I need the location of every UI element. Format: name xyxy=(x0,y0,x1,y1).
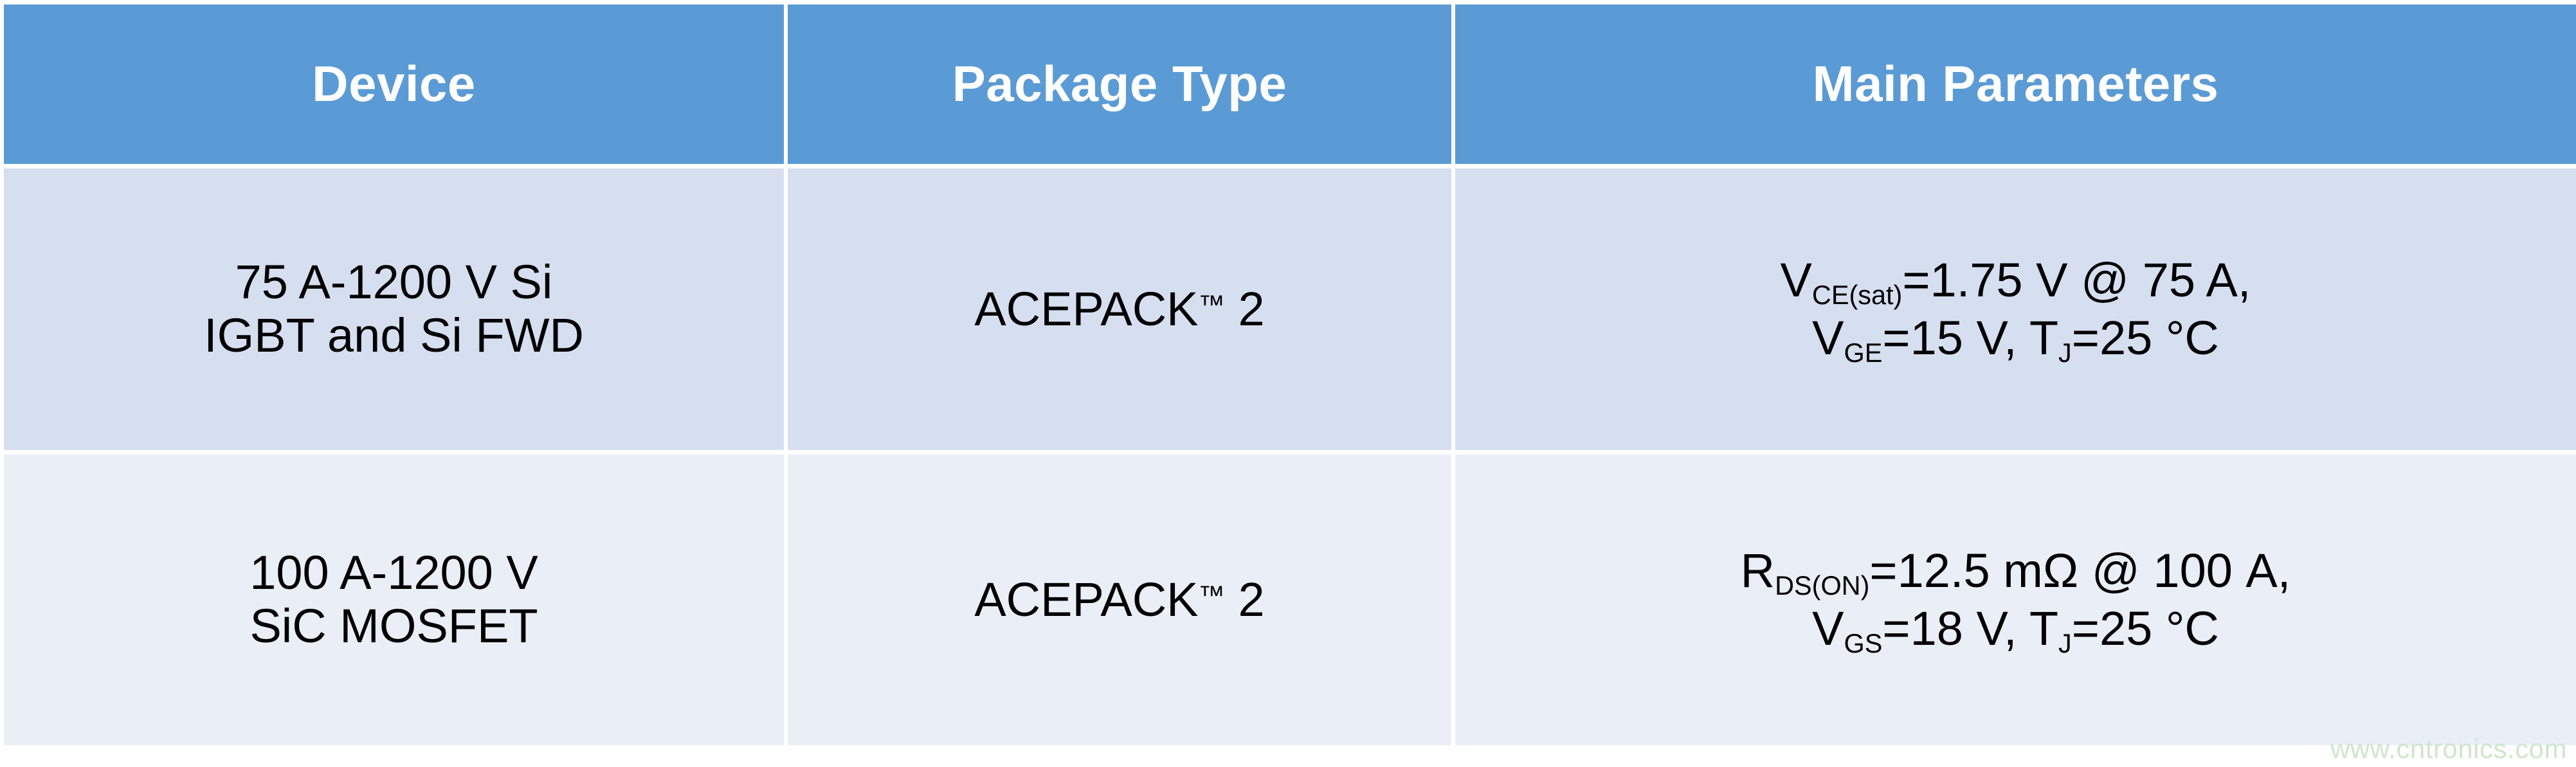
device-row2-line2: SiC MOSFET xyxy=(249,599,538,653)
package-row2-text: ACEPACK™ 2 xyxy=(799,573,1440,627)
param-row2-3-value: =25 °C xyxy=(2071,602,2219,655)
parameters-row2: RDS(ON)=12.5 mΩ @ 100 A, VGS=18 V, TJ=25… xyxy=(1455,542,2576,658)
parameter-row1-line1: VCE(sat)=1.75 V @ 75 A, xyxy=(1467,251,2564,309)
param-row1-3-symbol: T xyxy=(2029,311,2059,365)
param-row2-2-symbol: V xyxy=(1812,602,1844,655)
param-row2-1-value: =12.5 mΩ @ 100 A, xyxy=(1869,543,2291,597)
param-row2-1-subscript: DS(ON) xyxy=(1775,570,1870,601)
device-specification-table: Device Package Type Main Parameters 75 A… xyxy=(4,5,2576,745)
column-header-main-parameters: Main Parameters xyxy=(1455,5,2576,164)
parameter-row2-line2: VGS=18 V, TJ=25 °C xyxy=(1467,600,2564,658)
package-row2-name: ACEPACK xyxy=(974,572,1199,626)
param-row1-1-symbol: V xyxy=(1780,253,1812,307)
device-description-row2: 100 A-1200 V SiC MOSFET xyxy=(4,546,784,653)
table-header: Device Package Type Main Parameters xyxy=(4,5,2576,164)
parameters-row1: VCE(sat)=1.75 V @ 75 A, VGE=15 V, TJ=25 … xyxy=(1455,251,2576,368)
column-header-device: Device xyxy=(4,5,784,164)
trademark-icon: ™ xyxy=(1198,580,1225,611)
cell-device-row2: 100 A-1200 V SiC MOSFET xyxy=(4,455,784,745)
column-header-device-label: Device xyxy=(312,55,476,113)
column-header-package-type-label: Package Type xyxy=(952,55,1287,113)
package-row1-suffix: 2 xyxy=(1224,282,1265,336)
param-row2-2-value: =18 V, xyxy=(1882,602,2029,655)
param-row1-2-subscript: GE xyxy=(1844,338,1883,368)
package-row1-text: ACEPACK™ 2 xyxy=(799,282,1440,336)
param-row2-2-subscript: GS xyxy=(1844,628,1883,659)
device-row1-line2: IGBT and Si FWD xyxy=(204,309,584,362)
cell-parameters-row1: VCE(sat)=1.75 V @ 75 A, VGE=15 V, TJ=25 … xyxy=(1455,168,2576,450)
param-row1-1-subscript: CE(sat) xyxy=(1811,280,1903,311)
device-row2-line1: 100 A-1200 V xyxy=(249,546,538,600)
package-row2-suffix: 2 xyxy=(1224,572,1265,626)
cell-package-row1: ACEPACK™ 2 xyxy=(788,168,1451,450)
param-row1-1-value: =1.75 V @ 75 A, xyxy=(1902,253,2251,307)
column-header-package-type: Package Type xyxy=(788,5,1451,164)
device-row1-line1: 75 A-1200 V Si xyxy=(235,255,553,309)
device-description-row1: 75 A-1200 V Si IGBT and Si FWD xyxy=(4,255,784,363)
parameter-row2-line1: RDS(ON)=12.5 mΩ @ 100 A, xyxy=(1467,542,2564,600)
package-name-row1: ACEPACK™ 2 xyxy=(788,282,1451,336)
trademark-icon: ™ xyxy=(1198,289,1225,320)
cell-device-row1: 75 A-1200 V Si IGBT and Si FWD xyxy=(4,168,784,450)
table-row: 75 A-1200 V Si IGBT and Si FWD ACEPACK™ … xyxy=(4,168,2576,450)
parameter-row1-line2: VGE=15 V, TJ=25 °C xyxy=(1467,309,2564,367)
cell-package-row2: ACEPACK™ 2 xyxy=(788,455,1451,745)
param-row1-3-subscript: J xyxy=(2058,338,2072,368)
param-row2-1-symbol: R xyxy=(1740,543,1775,597)
param-row1-2-symbol: V xyxy=(1812,311,1844,365)
param-row2-3-subscript: J xyxy=(2058,628,2072,659)
column-header-main-parameters-label: Main Parameters xyxy=(1812,55,2219,113)
param-row1-3-value: =25 °C xyxy=(2071,311,2219,365)
table-row: 100 A-1200 V SiC MOSFET ACEPACK™ 2 RDS(O… xyxy=(4,455,2576,745)
package-row1-name: ACEPACK xyxy=(974,282,1199,336)
table-header-row: Device Package Type Main Parameters xyxy=(4,5,2576,164)
table-body: 75 A-1200 V Si IGBT and Si FWD ACEPACK™ … xyxy=(4,168,2576,745)
param-row2-3-symbol: T xyxy=(2029,602,2059,655)
param-row1-2-value: =15 V, xyxy=(1882,311,2029,365)
package-name-row2: ACEPACK™ 2 xyxy=(788,573,1451,627)
cell-parameters-row2: RDS(ON)=12.5 mΩ @ 100 A, VGS=18 V, TJ=25… xyxy=(1455,455,2576,745)
